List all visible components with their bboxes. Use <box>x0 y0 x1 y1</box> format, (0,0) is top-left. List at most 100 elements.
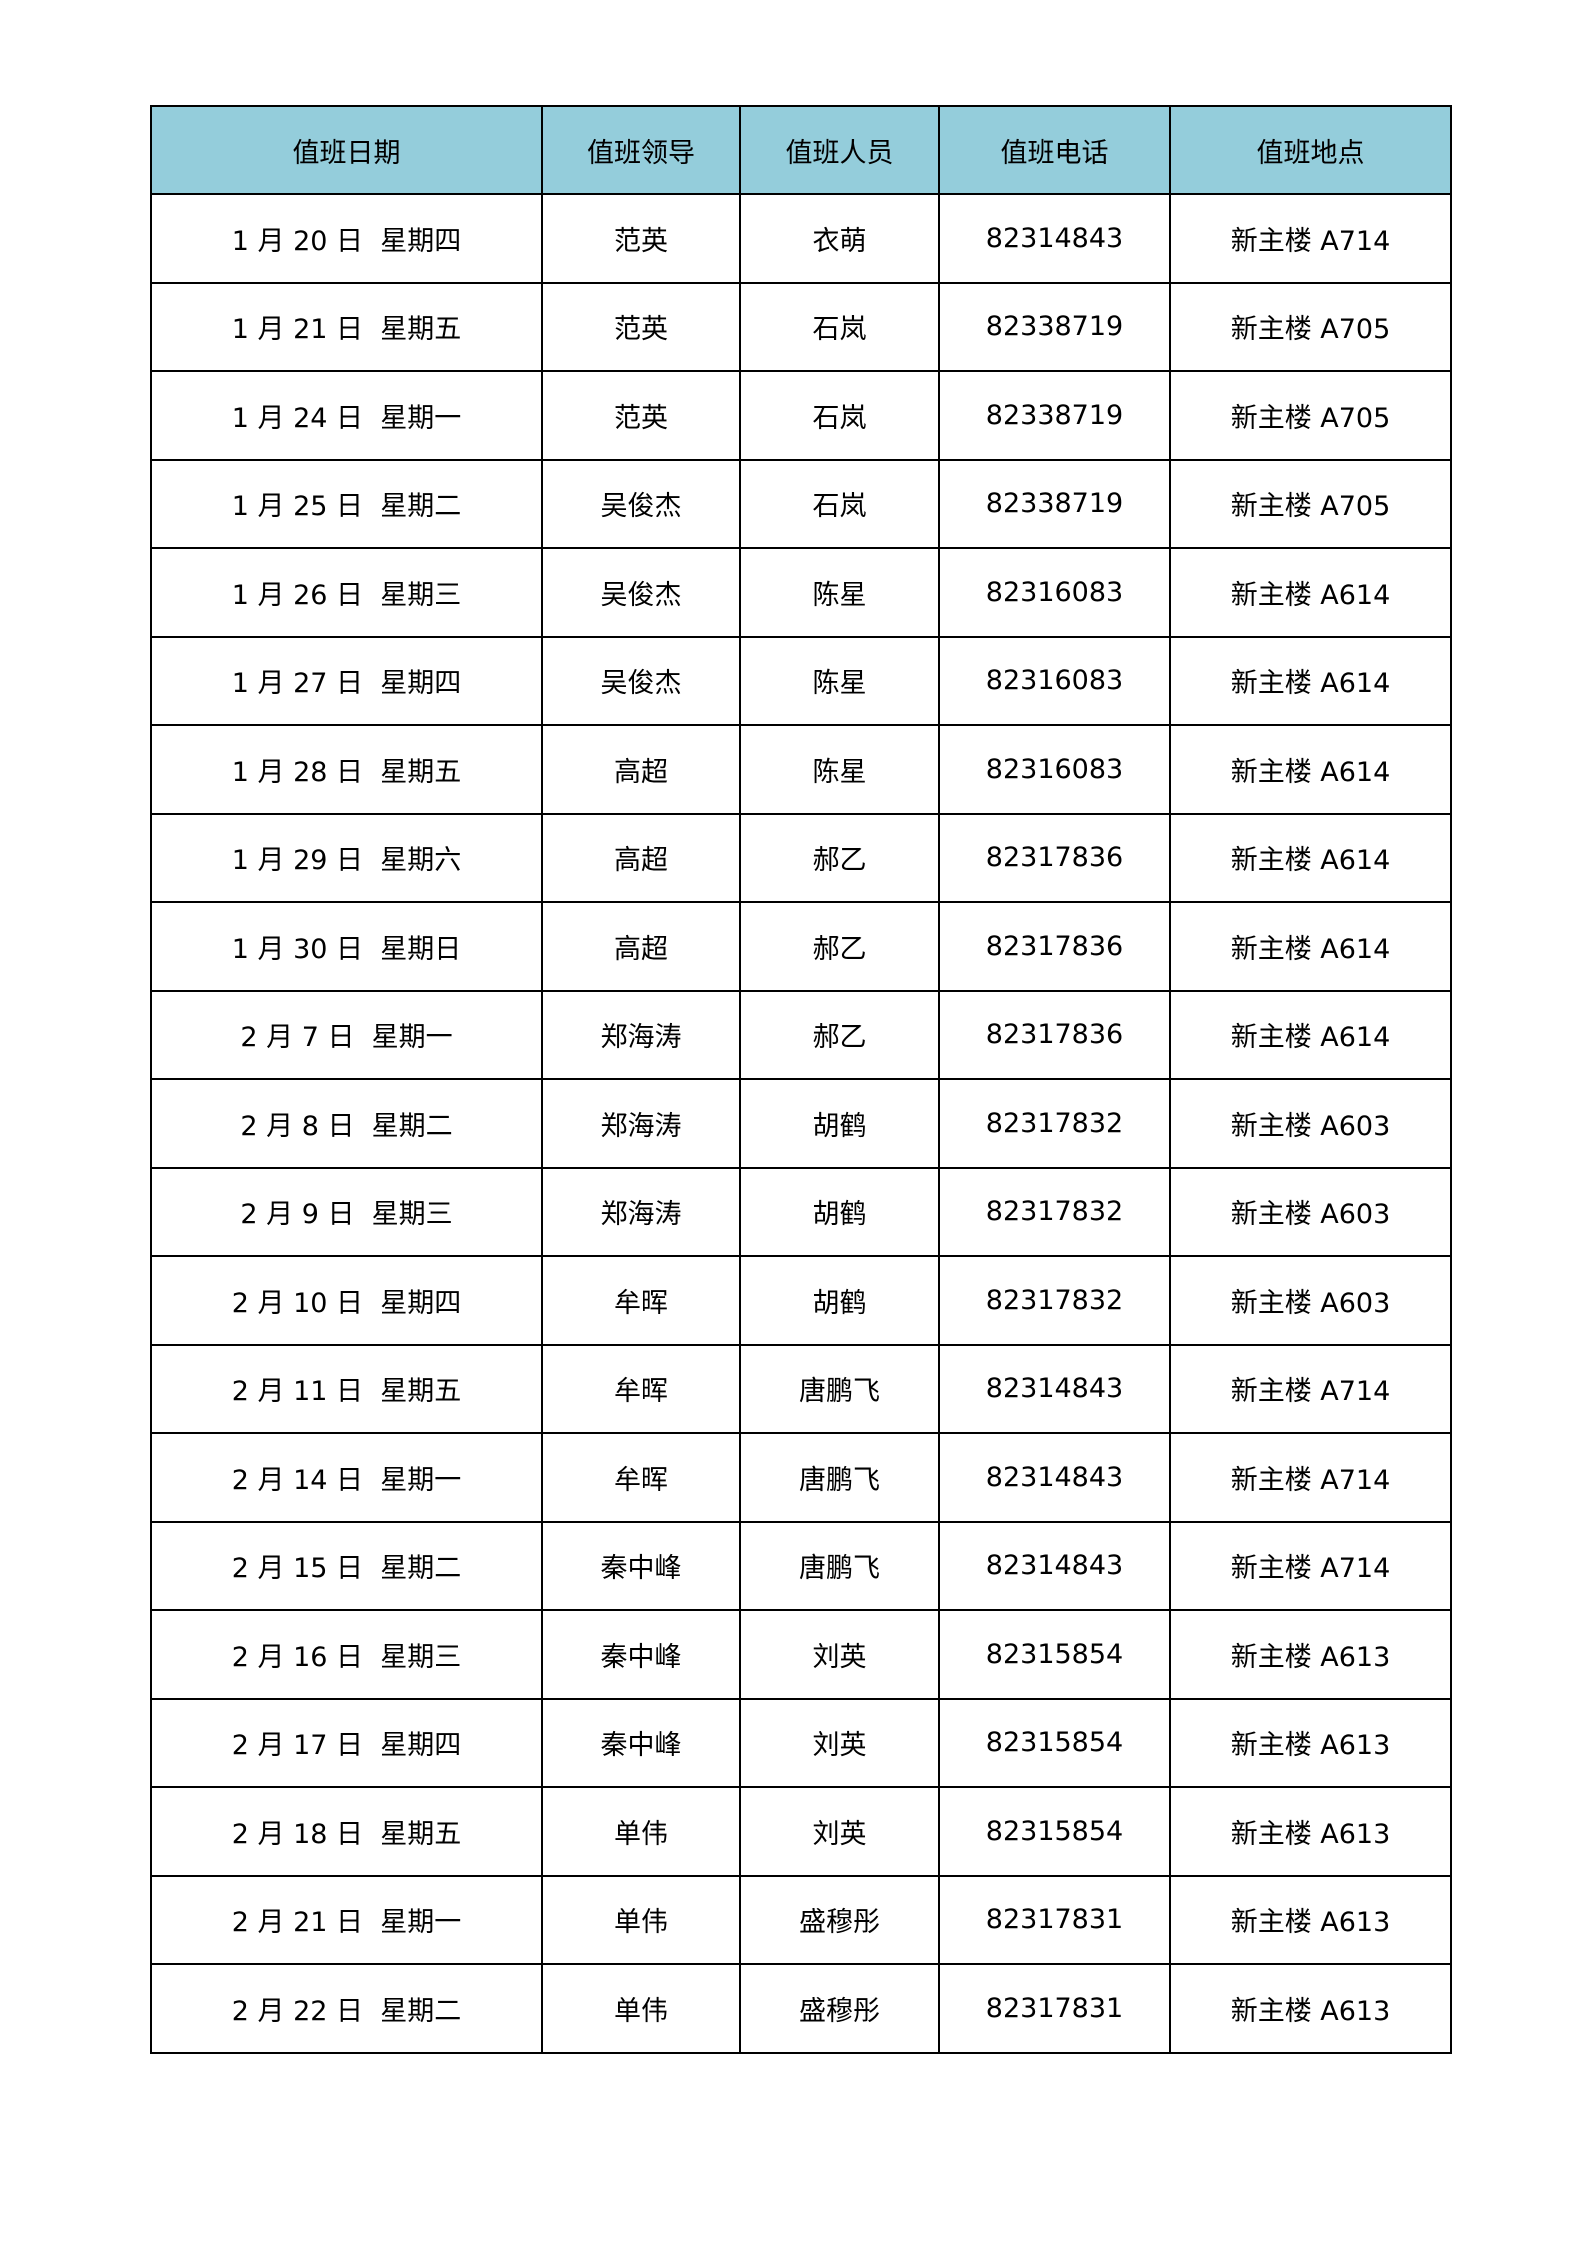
phone-cell: 82317831 <box>938 1874 1171 1965</box>
staff-cell: 唐鹏飞 <box>739 1343 940 1434</box>
header-leader: 值班领导 <box>541 105 741 195</box>
staff-cell: 胡鹤 <box>739 1078 940 1169</box>
date-cell: 2 月 17 日 星期四 <box>150 1697 543 1788</box>
phone-cell: 82338719 <box>938 281 1171 372</box>
leader-cell: 郑海涛 <box>541 1166 741 1257</box>
location-cell: 新主楼 A705 <box>1169 458 1452 549</box>
table-row: 2 月 14 日 星期一 牟晖 唐鹏飞 82314843 新主楼 A714 <box>150 1432 1452 1523</box>
date-cell: 1 月 29 日 星期六 <box>150 812 543 903</box>
leader-cell: 郑海涛 <box>541 1078 741 1169</box>
phone-cell: 82315854 <box>938 1786 1171 1877</box>
staff-cell: 盛穆彤 <box>739 1874 940 1965</box>
location-cell: 新主楼 A613 <box>1169 1874 1452 1965</box>
phone-cell: 82338719 <box>938 370 1171 461</box>
staff-cell: 郝乙 <box>739 989 940 1080</box>
date-cell: 1 月 25 日 星期二 <box>150 458 543 549</box>
phone-cell: 82315854 <box>938 1609 1171 1700</box>
date-cell: 2 月 18 日 星期五 <box>150 1786 543 1877</box>
table-row: 1 月 26 日 星期三 吴俊杰 陈星 82316083 新主楼 A614 <box>150 547 1452 638</box>
leader-cell: 范英 <box>541 281 741 372</box>
location-cell: 新主楼 A614 <box>1169 724 1452 815</box>
location-cell: 新主楼 A614 <box>1169 547 1452 638</box>
phone-cell: 82317832 <box>938 1255 1171 1346</box>
date-cell: 2 月 8 日 星期二 <box>150 1078 543 1169</box>
table-row: 1 月 28 日 星期五 高超 陈星 82316083 新主楼 A614 <box>150 724 1452 815</box>
date-cell: 1 月 21 日 星期五 <box>150 281 543 372</box>
location-cell: 新主楼 A613 <box>1169 1697 1452 1788</box>
staff-cell: 胡鹤 <box>739 1166 940 1257</box>
duty-schedule-table: 值班日期 值班领导 值班人员 值班电话 值班地点 1 月 20 日 星期四 范英衣… <box>150 105 1452 2054</box>
location-cell: 新主楼 A613 <box>1169 1963 1452 2054</box>
staff-cell: 郝乙 <box>739 812 940 903</box>
date-cell: 1 月 24 日 星期一 <box>150 370 543 461</box>
date-cell: 1 月 26 日 星期三 <box>150 547 543 638</box>
staff-cell: 陈星 <box>739 635 940 726</box>
date-cell: 2 月 7 日 星期一 <box>150 989 543 1080</box>
leader-cell: 牟晖 <box>541 1432 741 1523</box>
location-cell: 新主楼 A614 <box>1169 989 1452 1080</box>
table-row: 2 月 9 日 星期三 郑海涛 胡鹤 82317832 新主楼 A603 <box>150 1166 1452 1257</box>
leader-cell: 吴俊杰 <box>541 458 741 549</box>
staff-cell: 唐鹏飞 <box>739 1432 940 1523</box>
location-cell: 新主楼 A613 <box>1169 1786 1452 1877</box>
staff-cell: 陈星 <box>739 724 940 815</box>
leader-cell: 秦中峰 <box>541 1609 741 1700</box>
table-row: 2 月 7 日 星期一 郑海涛 郝乙 82317836 新主楼 A614 <box>150 989 1452 1080</box>
header-phone: 值班电话 <box>938 105 1171 195</box>
phone-cell: 82314843 <box>938 1343 1171 1434</box>
table-row: 2 月 8 日 星期二 郑海涛 胡鹤 82317832 新主楼 A603 <box>150 1078 1452 1169</box>
staff-cell: 石岚 <box>739 281 940 372</box>
location-cell: 新主楼 A714 <box>1169 1432 1452 1523</box>
date-cell: 2 月 14 日 星期一 <box>150 1432 543 1523</box>
location-cell: 新主楼 A614 <box>1169 635 1452 726</box>
table-row: 2 月 15 日 星期二 秦中峰 唐鹏飞 82314843 新主楼 A714 <box>150 1520 1452 1611</box>
phone-cell: 82315854 <box>938 1697 1171 1788</box>
phone-cell: 82317836 <box>938 901 1171 992</box>
phone-cell: 82317832 <box>938 1166 1171 1257</box>
staff-cell: 石岚 <box>739 370 940 461</box>
table-row: 1 月 25 日 星期二 吴俊杰 石岚 82338719 新主楼 A705 <box>150 458 1452 549</box>
leader-cell: 牟晖 <box>541 1255 741 1346</box>
location-cell: 新主楼 A714 <box>1169 1520 1452 1611</box>
staff-cell: 胡鹤 <box>739 1255 940 1346</box>
location-cell: 新主楼 A714 <box>1169 193 1452 284</box>
date-cell: 2 月 9 日 星期三 <box>150 1166 543 1257</box>
location-cell: 新主楼 A603 <box>1169 1166 1452 1257</box>
table-row: 2 月 22 日 星期二 单伟 盛穆彤 82317831 新主楼 A613 <box>150 1963 1452 2054</box>
leader-cell: 吴俊杰 <box>541 547 741 638</box>
phone-cell: 82338719 <box>938 458 1171 549</box>
phone-cell: 82316083 <box>938 547 1171 638</box>
date-cell: 2 月 15 日 星期二 <box>150 1520 543 1611</box>
table-row: 2 月 11 日 星期五 牟晖 唐鹏飞 82314843 新主楼 A714 <box>150 1343 1452 1434</box>
staff-cell: 衣萌 <box>739 193 940 284</box>
header-staff: 值班人员 <box>739 105 940 195</box>
date-cell: 2 月 21 日 星期一 <box>150 1874 543 1965</box>
staff-cell: 刘英 <box>739 1786 940 1877</box>
location-cell: 新主楼 A603 <box>1169 1078 1452 1169</box>
phone-cell: 82317836 <box>938 989 1171 1080</box>
table-row: 2 月 10 日 星期四 牟晖 胡鹤 82317832 新主楼 A603 <box>150 1255 1452 1346</box>
location-cell: 新主楼 A603 <box>1169 1255 1452 1346</box>
leader-cell: 范英 <box>541 370 741 461</box>
location-cell: 新主楼 A614 <box>1169 901 1452 992</box>
date-cell: 1 月 27 日 星期四 <box>150 635 543 726</box>
leader-cell: 秦中峰 <box>541 1520 741 1611</box>
location-cell: 新主楼 A714 <box>1169 1343 1452 1434</box>
staff-cell: 石岚 <box>739 458 940 549</box>
phone-cell: 82314843 <box>938 193 1171 284</box>
date-cell: 1 月 28 日 星期五 <box>150 724 543 815</box>
leader-cell: 高超 <box>541 901 741 992</box>
phone-cell: 82316083 <box>938 724 1171 815</box>
table-row: 1 月 27 日 星期四 吴俊杰 陈星 82316083 新主楼 A614 <box>150 635 1452 726</box>
phone-cell: 82314843 <box>938 1432 1171 1523</box>
table-row: 1 月 20 日 星期四 范英 衣萌 82314843 新主楼 A714 <box>150 193 1452 284</box>
table-row: 2 月 21 日 星期一 单伟 盛穆彤 82317831 新主楼 A613 <box>150 1874 1452 1965</box>
header-row: 值班日期 值班领导 值班人员 值班电话 值班地点 <box>150 105 1452 195</box>
leader-cell: 秦中峰 <box>541 1697 741 1788</box>
leader-cell: 单伟 <box>541 1874 741 1965</box>
leader-cell: 单伟 <box>541 1786 741 1877</box>
header-date: 值班日期 <box>150 105 543 195</box>
date-cell: 1 月 20 日 星期四 <box>150 193 543 284</box>
location-cell: 新主楼 A613 <box>1169 1609 1452 1700</box>
table-row: 1 月 24 日 星期一 范英 石岚 82338719 新主楼 A705 <box>150 370 1452 461</box>
